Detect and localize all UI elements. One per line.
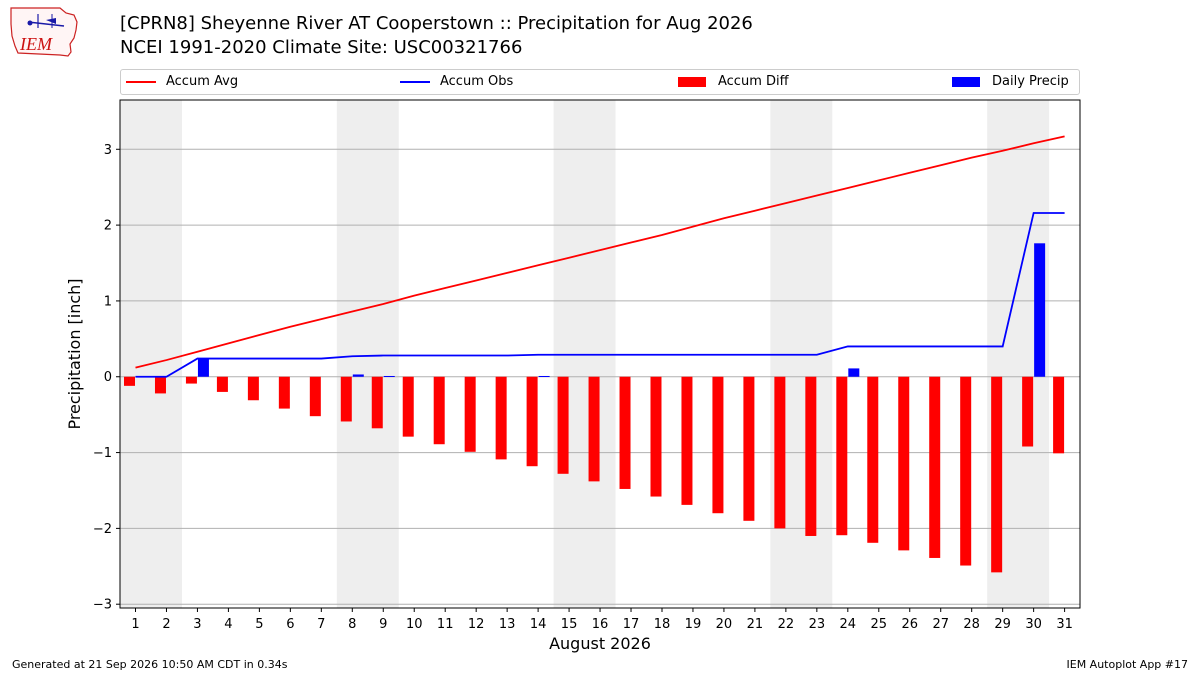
x-tick-label-22: 22 xyxy=(778,617,795,632)
x-tick-label-1: 1 xyxy=(131,617,139,632)
x-tick-label-27: 27 xyxy=(932,617,949,632)
accum-diff-bar-17 xyxy=(619,376,631,489)
x-tick-label-21: 21 xyxy=(747,617,764,632)
accum-diff-bar-15 xyxy=(557,376,569,474)
daily-precip-bar-3 xyxy=(197,358,209,377)
accum-diff-bar-27 xyxy=(929,376,941,558)
x-tick-label-6: 6 xyxy=(286,617,294,632)
daily-precip-bar-14 xyxy=(538,375,550,377)
accum-diff-bar-11 xyxy=(433,376,445,445)
weekend-band-8 xyxy=(336,100,399,608)
x-tick-label-29: 29 xyxy=(994,617,1011,632)
accum-diff-bar-7 xyxy=(309,376,321,417)
accum-diff-bar-4 xyxy=(216,376,228,392)
y-tick-label-1: 1 xyxy=(104,294,112,309)
x-tick-label-28: 28 xyxy=(963,617,980,632)
x-tick-label-19: 19 xyxy=(685,617,702,632)
x-tick-label-14: 14 xyxy=(530,617,547,632)
x-tick-label-23: 23 xyxy=(809,617,826,632)
accum-diff-bar-3 xyxy=(185,376,197,384)
x-tick-label-9: 9 xyxy=(379,617,387,632)
x-axis-label: August 2026 xyxy=(549,634,651,653)
accum-obs-line xyxy=(135,212,1065,378)
x-tick-label-30: 30 xyxy=(1025,617,1042,632)
accum-diff-bar-30 xyxy=(1022,376,1034,447)
x-tick-label-20: 20 xyxy=(716,617,733,632)
x-tick-label-16: 16 xyxy=(592,617,609,632)
accum-diff-bar-18 xyxy=(650,376,662,497)
daily-precip-bar-24 xyxy=(848,368,860,377)
legend-label-accum-avg: Accum Avg xyxy=(166,74,239,89)
legend-swatch-daily-precip xyxy=(952,77,980,87)
y-tick-label-3: 3 xyxy=(104,143,112,158)
accum-diff-bar-22 xyxy=(774,376,786,529)
accum-diff-bar-23 xyxy=(805,376,817,536)
legend-swatch-accum-diff xyxy=(678,77,706,87)
accum-diff-bar-9 xyxy=(371,376,383,429)
daily-precip-bar-9 xyxy=(383,375,395,377)
y-tick-label--2: −2 xyxy=(93,522,112,537)
accum-diff-bar-19 xyxy=(681,376,693,505)
accum-diff-bar-31 xyxy=(1053,376,1065,454)
x-tick-label-5: 5 xyxy=(255,617,263,632)
x-tick-label-10: 10 xyxy=(406,617,423,632)
accum-diff-bar-5 xyxy=(247,376,259,401)
y-tick-label--3: −3 xyxy=(93,598,112,613)
accum-diff-bar-28 xyxy=(960,376,972,566)
legend-swatch-accum-avg xyxy=(126,81,156,83)
accum-diff-bar-13 xyxy=(495,376,507,460)
x-tick-label-15: 15 xyxy=(561,617,578,632)
x-tick-label-25: 25 xyxy=(871,617,888,632)
svg-text:IEM: IEM xyxy=(19,34,53,54)
x-tick-label-8: 8 xyxy=(348,617,356,632)
legend-swatch-accum-obs xyxy=(400,81,430,83)
x-tick-label-18: 18 xyxy=(654,617,671,632)
x-tick-label-3: 3 xyxy=(193,617,201,632)
x-tick-label-2: 2 xyxy=(162,617,170,632)
x-tick-label-11: 11 xyxy=(437,617,454,632)
legend-label-daily-precip: Daily Precip xyxy=(992,74,1069,89)
accum-diff-bar-8 xyxy=(340,376,352,422)
y-tick-label-2: 2 xyxy=(104,219,112,234)
accum-diff-bar-1 xyxy=(124,376,135,386)
legend-label-accum-obs: Accum Obs xyxy=(440,74,514,89)
chart-legend: Accum Avg Accum Obs Accum Diff Daily Pre… xyxy=(120,69,1080,95)
accum-diff-bar-20 xyxy=(712,376,724,514)
accum-avg-line xyxy=(135,135,1065,369)
accum-diff-bar-29 xyxy=(991,376,1003,573)
weekend-band-1 xyxy=(120,100,182,608)
accum-diff-bar-24 xyxy=(836,376,848,536)
accum-diff-bar-21 xyxy=(743,376,755,521)
daily-precip-bar-8 xyxy=(352,374,364,377)
x-tick-label-31: 31 xyxy=(1056,617,1073,632)
x-tick-label-13: 13 xyxy=(499,617,516,632)
legend-label-accum-diff: Accum Diff xyxy=(718,74,789,89)
y-axis-label: Precipitation [inch] xyxy=(65,278,84,429)
chart-subtitle: NCEI 1991-2020 Climate Site: USC00321766 xyxy=(120,37,523,58)
y-tick-label--1: −1 xyxy=(93,446,112,461)
x-tick-label-12: 12 xyxy=(468,617,485,632)
chart-title: [CPRN8] Sheyenne River AT Cooperstown ::… xyxy=(120,13,753,34)
accum-diff-bar-12 xyxy=(464,376,476,452)
x-tick-label-4: 4 xyxy=(224,617,232,632)
accum-diff-bar-25 xyxy=(867,376,879,543)
iem-logo: IEM xyxy=(10,7,78,57)
generated-timestamp: Generated at 21 Sep 2026 10:50 AM CDT in… xyxy=(12,658,288,671)
x-tick-label-7: 7 xyxy=(317,617,325,632)
x-tick-label-24: 24 xyxy=(840,617,857,632)
x-tick-label-26: 26 xyxy=(901,617,918,632)
accum-diff-bar-26 xyxy=(898,376,910,551)
accum-diff-bar-16 xyxy=(588,376,600,482)
y-tick-label-0: 0 xyxy=(104,370,112,385)
autoplot-app-id: IEM Autoplot App #17 xyxy=(1066,658,1189,671)
accum-diff-bar-6 xyxy=(278,376,290,409)
accum-diff-bar-14 xyxy=(526,376,538,467)
accum-diff-bar-10 xyxy=(402,376,414,437)
x-tick-label-17: 17 xyxy=(623,617,640,632)
daily-precip-bar-30 xyxy=(1034,243,1046,377)
accum-diff-bar-2 xyxy=(154,376,166,394)
